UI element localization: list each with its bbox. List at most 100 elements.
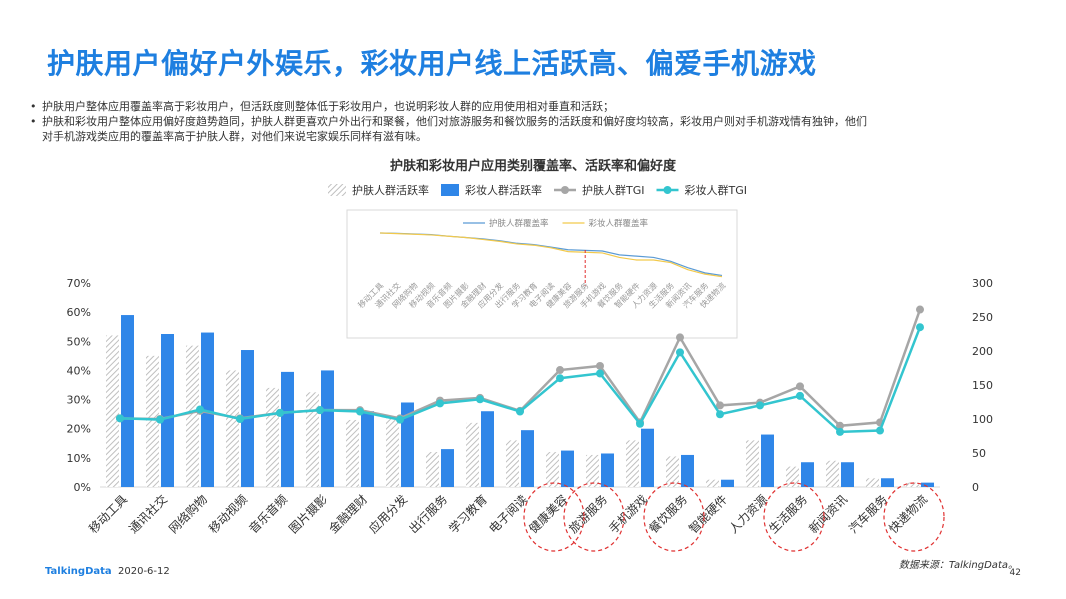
skincare-active-bar — [306, 392, 319, 487]
x-tick-label: 餐饮服务 — [646, 492, 691, 537]
cosmetic-active-bar — [161, 334, 174, 487]
skincare-active-bar — [826, 460, 839, 487]
left-axis-tick: 0% — [74, 481, 91, 494]
highlight-circles — [523, 482, 945, 552]
bullet-item-1: 护肤用户整体应用覆盖率高于彩妆用户，但活跃度则整体低于彩妆用户，也说明彩妆人群的… — [28, 99, 1028, 114]
cosmetic-active-bar — [881, 478, 894, 487]
chart-legend: 护肤人群活跃率 彩妆人群活跃率 护肤人群TGI 彩妆人群TGI — [328, 183, 747, 197]
cosmetic-active-bar — [321, 370, 334, 487]
bullet-item-2: 护肤和彩妆用户整体应用偏好度趋势趋同，护肤人群更喜欢户外出行和聚餐，他们对旅游服… — [28, 114, 1028, 129]
cosmetic-tgi-point — [276, 408, 284, 417]
skincare-active-bar — [786, 466, 799, 487]
x-tick-label: 移动工具 — [86, 492, 130, 536]
legend-marker — [663, 186, 672, 194]
x-tick-label: 通讯社交 — [126, 492, 171, 537]
skincare-tgi-point — [676, 333, 684, 342]
right-axis-tick: 200 — [972, 345, 993, 358]
cosmetic-tgi-point — [316, 406, 324, 415]
skincare-active-bar — [146, 355, 159, 487]
legend-label: 彩妆人群活跃率 — [465, 183, 542, 197]
right-axis-tick: 300 — [972, 277, 993, 290]
footer-date: 2020-6-12 — [118, 566, 170, 577]
page-number: 42 — [1009, 568, 1021, 578]
cosmetic-active-bar — [921, 482, 934, 487]
bullet-list: 护肤用户整体应用覆盖率高于彩妆用户，但活跃度则整体低于彩妆用户，也说明彩妆人群的… — [28, 99, 1028, 144]
left-axis-tick: 50% — [67, 335, 91, 348]
inset-legend-label: 护肤人群覆盖率 — [489, 218, 549, 229]
skincare-tgi-point — [556, 366, 564, 375]
x-tick-label: 健康美容 — [526, 492, 571, 537]
cosmetic-active-bar — [801, 462, 814, 487]
skincare-active-bar — [386, 417, 399, 487]
inset-chart: 护肤人群覆盖率 彩妆人群覆盖率移动工具通讯社交网络购物移动视频音乐音频图片摄影金融… — [346, 209, 738, 339]
right-axis-tick: 0 — [972, 481, 979, 494]
left-axis-tick: 70% — [67, 277, 91, 290]
skincare-tgi-point — [916, 305, 924, 314]
cosmetic-active-bar — [441, 449, 454, 487]
right-axis-tick: 100 — [972, 413, 993, 426]
highlight-circle — [883, 482, 945, 552]
skincare-active-bar — [266, 387, 279, 487]
skincare-active-bar — [866, 478, 879, 487]
x-tick-label: 新闻资讯 — [806, 492, 851, 537]
footer-logo: TalkingData — [45, 566, 112, 577]
inset-legend-label: 彩妆人群覆盖率 — [589, 218, 649, 229]
skincare-active-bar — [186, 345, 199, 487]
cosmetic-active-bar — [601, 453, 614, 487]
x-tick-label: 学习教育 — [446, 492, 491, 537]
skincare-active-bar — [466, 422, 479, 487]
cosmetic-tgi-point — [716, 410, 724, 419]
cosmetic-active-bar — [361, 411, 374, 487]
chart-lines — [116, 305, 924, 436]
cosmetic-tgi-point — [236, 415, 244, 423]
cosmetic-active-bar — [401, 402, 414, 487]
cosmetic-tgi-point — [836, 427, 844, 436]
highlight-circle — [643, 482, 705, 552]
cosmetic-active-bar — [481, 411, 494, 487]
skincare-tgi-point — [596, 361, 604, 370]
inset-frame — [346, 209, 738, 339]
legend-label: 护肤人群TGI — [582, 183, 645, 197]
cosmetic-active-bar — [201, 332, 214, 487]
x-tick-label: 手机游戏 — [606, 492, 650, 536]
legend-label: 护肤人群活跃率 — [352, 183, 429, 197]
x-tick-label: 人力资源 — [726, 492, 770, 536]
cosmetic-tgi-point — [916, 323, 924, 332]
skincare-active-bar — [426, 452, 439, 487]
cosmetic-active-bar — [121, 315, 134, 487]
highlight-circle — [523, 482, 585, 552]
x-tick-label: 图片摄影 — [286, 492, 331, 537]
cosmetic-tgi-point — [876, 426, 884, 435]
highlight-circle — [763, 482, 825, 552]
cosmetic-tgi-point — [676, 348, 684, 357]
cosmetic-active-bar — [721, 479, 734, 487]
skincare-active-bar — [706, 479, 719, 487]
chart-bars — [106, 315, 934, 487]
left-axis-tick: 60% — [67, 306, 91, 319]
cosmetic-tgi-point — [796, 391, 804, 400]
x-tick-label: 出行服务 — [406, 492, 451, 537]
legend-swatch — [441, 184, 459, 196]
cosmetic-active-bar — [841, 462, 854, 487]
skincare-active-bar — [626, 440, 639, 487]
left-axis-tick: 40% — [67, 364, 91, 377]
skincare-active-bar — [586, 454, 599, 487]
right-axis-tick: 250 — [972, 311, 993, 324]
cosmetic-tgi-point — [116, 414, 124, 423]
cosmetic-tgi-point — [396, 415, 404, 424]
chart-axes: 0% 10% 20% 30% 40% 50% 60% 70% 0 50 100 150 200 250 30… — [67, 277, 993, 494]
x-tick-label: 快递物流 — [886, 492, 930, 536]
skincare-tgi-point — [796, 382, 804, 391]
cosmetic-active-bar — [761, 434, 774, 487]
cosmetic-tgi-point — [556, 374, 564, 383]
left-axis-tick: 30% — [67, 394, 91, 407]
legend-marker — [561, 186, 569, 194]
right-axis-tick: 50 — [972, 447, 986, 460]
highlight-circle — [563, 482, 625, 552]
cosmetic-tgi-point — [596, 369, 604, 378]
cosmetic-active-bar — [281, 371, 294, 487]
cosmetic-tgi-point — [156, 415, 164, 424]
cosmetic-tgi-point — [476, 395, 484, 404]
right-axis-tick: 150 — [972, 379, 993, 392]
